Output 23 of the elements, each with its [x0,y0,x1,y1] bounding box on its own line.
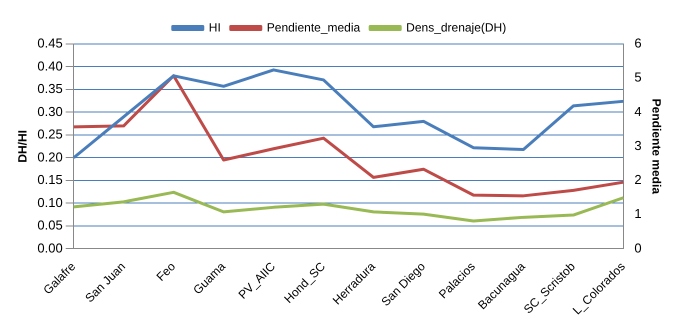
y2-tick-label: 2 [634,172,642,188]
y-tick-label: 0.15 [37,172,63,188]
y-tick-label: 0.30 [37,104,63,119]
y2-tick-label: 3 [634,138,642,153]
y2-tick-label: 4 [634,104,642,119]
x-tick-label: Feo [154,259,178,284]
y-tick-label: 0.20 [37,149,63,164]
y2-tick-label: 5 [634,70,642,85]
y-tick-label: 0.45 [37,36,63,51]
y-tick-label: 0.25 [37,126,63,142]
y-tick-label: 0.40 [37,58,63,74]
legend-label: Pendiente_media [266,20,361,34]
legend-label: Dens_drenaje(DH) [406,20,506,34]
legend-label: HI [208,20,221,34]
y-tick-label: 0.35 [37,81,63,96]
y-tick-label: 0.00 [37,240,63,256]
y2-tick-label: 0 [634,240,642,256]
y2-tick-label: 6 [634,36,642,51]
y2-axis-title: Pendiente media [649,98,664,194]
y-tick-label: 0.05 [37,218,63,233]
y-axis-title: DH/HI [16,130,30,163]
y-tick-label: 0.10 [37,194,63,210]
y2-tick-label: 1 [634,206,642,222]
